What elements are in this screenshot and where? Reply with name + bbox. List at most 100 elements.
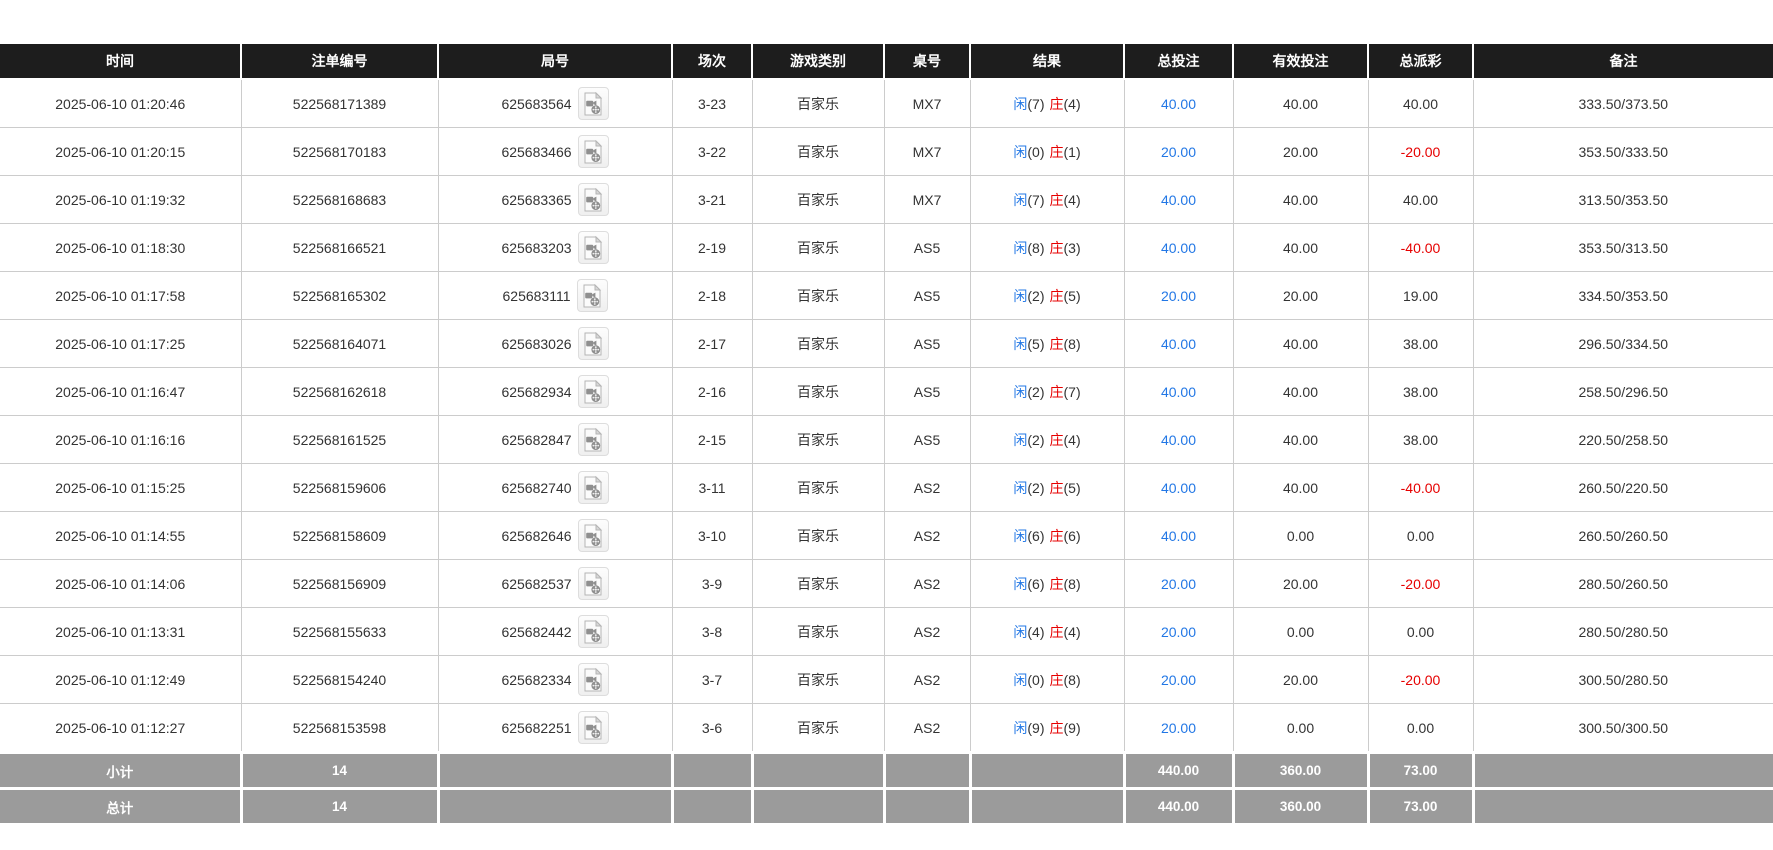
video-replay-icon [584, 139, 603, 163]
game-type-cell: 百家乐 [751, 607, 885, 656]
grand-total-row-empty [968, 787, 1126, 826]
total-bet-link[interactable]: 40.00 [1160, 95, 1197, 112]
session-cell: 2-16 [671, 367, 753, 416]
result-banker-label: 庄 [1049, 575, 1064, 592]
table-no-cell: MX7 [883, 175, 971, 224]
video-replay-button[interactable] [577, 183, 609, 216]
video-replay-button[interactable] [576, 279, 608, 312]
round-cell-inner: 625682646 [501, 519, 609, 552]
total-bet-link[interactable]: 20.00 [1160, 671, 1197, 688]
video-replay-icon [584, 379, 603, 403]
subtotal-row-total-bet: 440.00 [1122, 751, 1235, 790]
payout-cell: 40.00 [1367, 78, 1474, 128]
result-banker-label: 庄 [1049, 527, 1064, 544]
result-player-label: 闲 [1013, 383, 1028, 400]
game-type-cell: 百家乐 [751, 463, 885, 512]
game-type-cell: 百家乐 [751, 223, 885, 272]
payout-cell: 19.00 [1367, 271, 1474, 320]
round-number: 625683026 [501, 335, 572, 352]
payout-cell: -40.00 [1367, 223, 1474, 272]
subtotal-row-valid-bet: 360.00 [1231, 751, 1370, 790]
round-cell: 625683564 [437, 78, 673, 128]
video-replay-button[interactable] [577, 375, 609, 408]
bet-id-cell: 522568166521 [240, 223, 439, 272]
valid-bet-cell: 20.00 [1232, 655, 1369, 704]
remark-cell: 258.50/296.50 [1472, 367, 1773, 416]
round-cell-inner: 625682847 [501, 423, 609, 456]
column-header-session: 场次 [672, 44, 753, 80]
video-replay-button[interactable] [577, 663, 609, 696]
total-bet-link[interactable]: 40.00 [1160, 383, 1197, 400]
video-replay-button[interactable] [577, 87, 609, 120]
video-replay-button[interactable] [577, 471, 609, 504]
result-player-score: (2) [1027, 383, 1045, 400]
total-bet-link[interactable]: 20.00 [1160, 623, 1197, 640]
result-banker-score: (5) [1063, 287, 1081, 304]
total-bet-link[interactable]: 40.00 [1160, 431, 1197, 448]
total-bet-cell: 40.00 [1123, 175, 1234, 224]
remark-cell: 300.50/300.50 [1472, 703, 1773, 753]
total-bet-link[interactable]: 40.00 [1160, 335, 1197, 352]
table-row: 2025-06-10 01:14:06 522568156909 625682537… [0, 559, 1773, 608]
game-type-cell: 百家乐 [751, 703, 885, 753]
result-banker-score: (4) [1063, 191, 1081, 208]
table-row: 2025-06-10 01:12:27 522568153598 625682251… [0, 703, 1773, 753]
round-cell-inner: 625682934 [501, 375, 609, 408]
valid-bet-cell: 40.00 [1232, 415, 1369, 464]
column-header-round: 局号 [438, 44, 673, 80]
payout-cell: -20.00 [1367, 127, 1474, 176]
video-replay-button[interactable] [577, 135, 609, 168]
total-bet-link[interactable]: 20.00 [1160, 719, 1197, 736]
table-row: 2025-06-10 01:20:46 522568171389 625683564… [0, 78, 1773, 128]
grand-total-row-remark [1471, 787, 1773, 826]
round-number: 625683466 [501, 143, 572, 160]
video-replay-icon [584, 523, 603, 547]
result-player-label: 闲 [1013, 287, 1028, 304]
result-banker-score: (6) [1063, 527, 1081, 544]
table-row: 2025-06-10 01:19:32 522568168683 625683365… [0, 175, 1773, 224]
total-bet-link[interactable]: 40.00 [1160, 239, 1197, 256]
total-bet-cell: 20.00 [1123, 655, 1234, 704]
video-replay-button[interactable] [577, 519, 609, 552]
payout-cell: 38.00 [1367, 367, 1474, 416]
total-bet-link[interactable]: 40.00 [1160, 479, 1197, 496]
result-player-label: 闲 [1013, 143, 1028, 160]
result-player-label: 闲 [1013, 95, 1028, 112]
video-replay-button[interactable] [577, 327, 609, 360]
session-cell: 3-22 [671, 127, 753, 176]
subtotal-row-payout: 73.00 [1366, 751, 1475, 790]
records-table: 时间 注单编号 局号 场次 游戏类别 桌号 结果 总投注 有效投注 总派彩 备注 2025-06-1… [0, 44, 1773, 826]
total-bet-link[interactable]: 20.00 [1160, 143, 1197, 160]
session-cell: 3-23 [671, 78, 753, 128]
valid-bet-cell: 40.00 [1232, 319, 1369, 368]
grand-total-row-empty [436, 787, 674, 826]
video-replay-icon [584, 331, 603, 355]
table-row: 2025-06-10 01:20:15 522568170183 625683466… [0, 127, 1773, 176]
valid-bet-cell: 40.00 [1232, 78, 1369, 128]
video-replay-button[interactable] [577, 567, 609, 600]
total-bet-cell: 20.00 [1123, 271, 1234, 320]
total-bet-link[interactable]: 40.00 [1160, 191, 1197, 208]
total-bet-link[interactable]: 20.00 [1160, 575, 1197, 592]
video-replay-button[interactable] [577, 615, 609, 648]
video-replay-button[interactable] [577, 711, 609, 744]
result-player-label: 闲 [1013, 431, 1028, 448]
time-cell: 2025-06-10 01:12:27 [0, 703, 242, 753]
video-replay-button[interactable] [577, 423, 609, 456]
payout-cell: -40.00 [1367, 463, 1474, 512]
subtotal-row-empty [968, 751, 1126, 790]
total-bet-link[interactable]: 40.00 [1160, 527, 1197, 544]
session-cell: 3-21 [671, 175, 753, 224]
result-cell: 闲(4) 庄(4) [969, 607, 1125, 656]
subtotal-row-count: 14 [239, 751, 440, 790]
time-cell: 2025-06-10 01:17:25 [0, 319, 242, 368]
game-type-cell: 百家乐 [751, 367, 885, 416]
video-replay-button[interactable] [577, 231, 609, 264]
result-player-label: 闲 [1013, 575, 1028, 592]
result-cell: 闲(2) 庄(5) [969, 463, 1125, 512]
round-cell: 625682334 [437, 655, 673, 704]
total-bet-link[interactable]: 20.00 [1160, 287, 1197, 304]
remark-cell: 333.50/373.50 [1472, 78, 1773, 128]
game-type-cell: 百家乐 [751, 415, 885, 464]
round-cell-inner: 625683203 [501, 231, 609, 264]
